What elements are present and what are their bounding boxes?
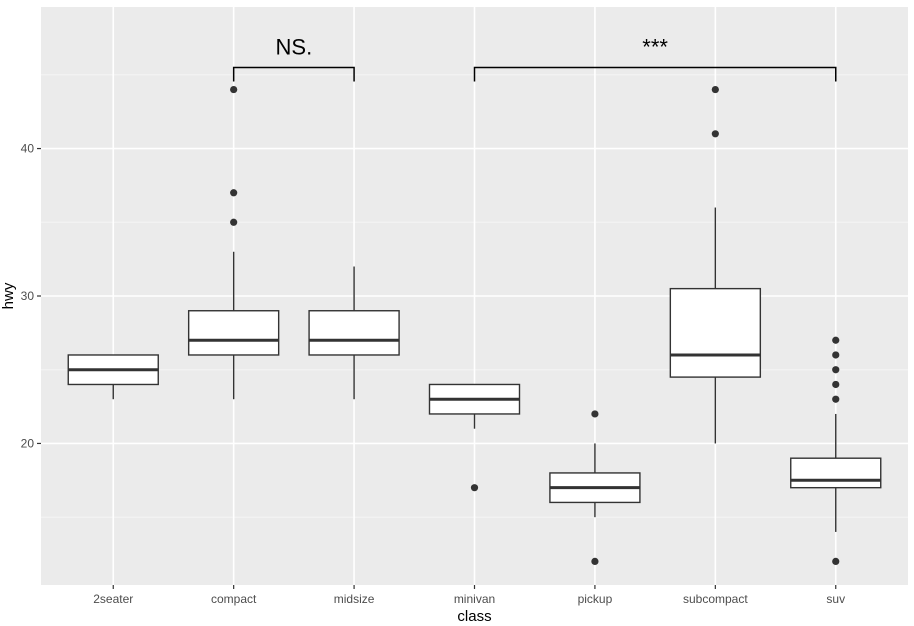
outlier-point xyxy=(591,557,599,566)
bracket-line xyxy=(232,66,355,82)
box-iqr xyxy=(187,310,280,356)
box-suv xyxy=(790,336,882,566)
x-tick-label: 2seater xyxy=(93,592,133,606)
box-pickup xyxy=(549,410,641,566)
box-iqr xyxy=(669,287,762,378)
x-tick-label: pickup xyxy=(578,592,613,606)
outlier-point xyxy=(591,410,599,418)
significance-annotations: NS. *** xyxy=(232,34,837,82)
box-midsize xyxy=(308,266,400,400)
outlier-point xyxy=(230,218,238,226)
outlier-point xyxy=(832,557,840,566)
outlier-point xyxy=(470,484,479,492)
significance-label: *** xyxy=(642,34,668,59)
boxes-layer xyxy=(67,85,882,566)
outlier-point xyxy=(832,395,840,403)
x-tick-label: subcompact xyxy=(683,592,748,606)
box-iqr xyxy=(790,457,882,489)
x-tick-label: compact xyxy=(211,592,257,606)
outlier-point xyxy=(832,380,840,389)
x-tick-label: minivan xyxy=(454,592,495,606)
x-axis: 2seater compact midsize minivan pickup subcom… xyxy=(93,585,845,606)
outlier-point xyxy=(832,336,840,344)
y-tick-label: 40 xyxy=(21,142,35,156)
outlier-point xyxy=(832,351,840,359)
bracket-minivan-suv: *** xyxy=(473,34,837,82)
outlier-point xyxy=(230,85,238,94)
outlier-point xyxy=(711,85,719,94)
outlier-point xyxy=(711,130,719,138)
outlier-point xyxy=(230,189,238,197)
box-subcompact xyxy=(669,85,762,444)
x-tick-label: midsize xyxy=(334,592,375,606)
box-2seater xyxy=(67,354,159,400)
y-tick-label: 20 xyxy=(21,436,35,450)
bracket-compact-midsize: NS. xyxy=(232,34,355,82)
y-tick-label: 30 xyxy=(21,289,35,303)
significance-label: NS. xyxy=(276,34,313,59)
box-compact xyxy=(187,85,280,400)
box-iqr xyxy=(308,310,400,356)
y-axis-title: hwy xyxy=(0,282,17,309)
bracket-line xyxy=(473,66,837,82)
y-axis: 20 30 40 xyxy=(21,142,41,450)
outlier-point xyxy=(832,366,840,374)
x-tick-label: suv xyxy=(826,592,845,606)
box-minivan xyxy=(428,383,521,492)
x-axis-title: class xyxy=(457,608,491,625)
